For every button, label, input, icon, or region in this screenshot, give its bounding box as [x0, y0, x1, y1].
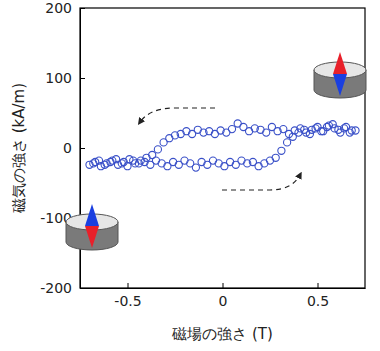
y-tick: 200	[45, 0, 85, 16]
arrow-decreasing	[140, 108, 215, 122]
data-point	[272, 154, 279, 161]
moment-top	[333, 52, 347, 74]
x-tick-mark	[318, 283, 319, 288]
points	[86, 120, 359, 171]
data-point	[124, 163, 131, 170]
y-tick-mark	[80, 78, 85, 79]
chart-svg: -0.500.5-200-1000100200磁場の強さ (T)磁気の強さ (k…	[0, 0, 380, 351]
y-tick: 100	[45, 70, 85, 86]
y-tick-mark	[80, 148, 85, 149]
x-axis-title: 磁場の強さ (T)	[171, 325, 273, 343]
magnet-up	[314, 52, 366, 98]
data-point	[234, 120, 241, 127]
data-point	[192, 164, 199, 171]
moment-top	[85, 204, 99, 226]
x-tick: 0.5	[307, 283, 329, 309]
data-point	[268, 123, 275, 130]
x-tick-label: 0.5	[307, 293, 329, 309]
data-point	[278, 147, 285, 154]
y-tick-label: 200	[45, 0, 72, 16]
arrow-increasing	[222, 175, 300, 190]
magnet-down	[66, 204, 118, 250]
x-tick: -0.5	[114, 283, 141, 309]
moment-bottom	[85, 226, 99, 248]
x-tick-mark	[223, 283, 224, 288]
x-tick-mark	[128, 283, 129, 288]
y-tick-mark	[80, 8, 85, 9]
x-tick-label: 0	[219, 293, 228, 309]
data-point	[284, 139, 291, 146]
decorations	[66, 52, 366, 250]
y-tick-mark	[80, 288, 85, 289]
y-tick: -200	[40, 280, 85, 296]
x-axis: -0.5 0 0.5	[81, 283, 366, 309]
data-point	[306, 130, 313, 137]
y-tick-label: 100	[45, 70, 72, 86]
y-tick-label: -200	[40, 280, 72, 296]
plot-frame	[80, 8, 365, 288]
y-tick-label: 0	[63, 140, 72, 156]
data-point	[352, 127, 359, 134]
x-axis-line	[81, 288, 366, 289]
x-tick: 0	[219, 283, 228, 309]
moment-bottom	[333, 74, 347, 96]
y-axis: -200-1000100200	[40, 0, 85, 296]
data-point	[160, 139, 167, 146]
y-tick: 0	[63, 140, 85, 156]
data-point	[154, 146, 161, 153]
y-axis-title: 磁気の強さ (kA/m)	[10, 83, 28, 214]
x-tick-label: -0.5	[114, 293, 141, 309]
data-point	[329, 121, 336, 128]
